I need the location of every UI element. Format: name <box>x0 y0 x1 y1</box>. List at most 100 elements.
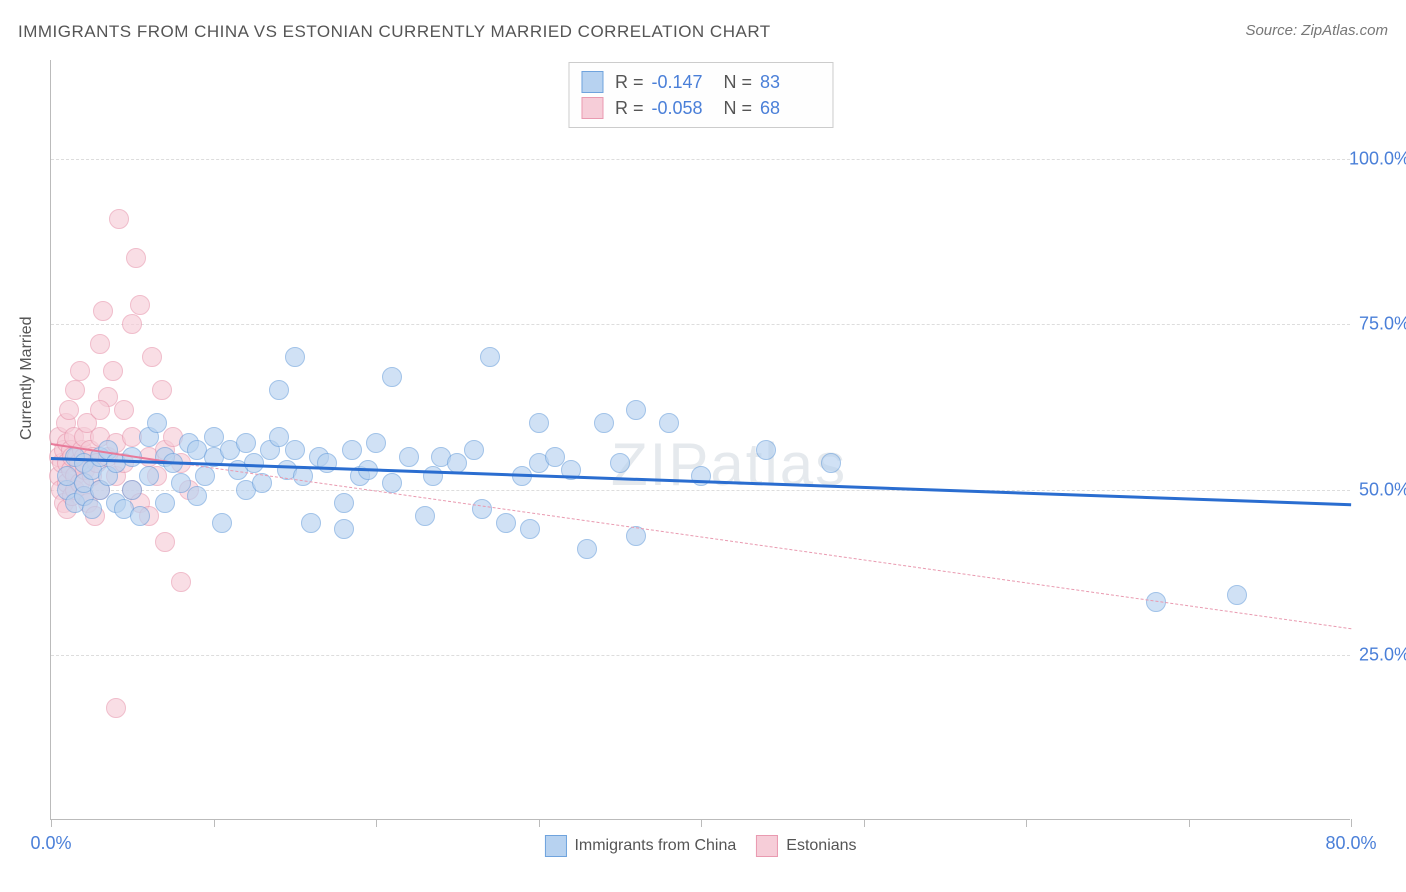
legend-item: Immigrants from China <box>544 835 736 857</box>
xtick <box>376 819 377 827</box>
xtick <box>1351 819 1352 827</box>
ytick-label: 25.0% <box>1359 644 1406 665</box>
xtick-label: 80.0% <box>1325 833 1376 854</box>
scatter-point-china <box>821 453 841 473</box>
scatter-point-estonians <box>65 380 85 400</box>
scatter-point-china <box>472 499 492 519</box>
gridline <box>51 324 1350 325</box>
xtick <box>864 819 865 827</box>
xtick <box>539 819 540 827</box>
scatter-point-estonians <box>152 380 172 400</box>
scatter-point-estonians <box>106 698 126 718</box>
scatter-point-china <box>342 440 362 460</box>
scatter-point-estonians <box>93 301 113 321</box>
chart-title: IMMIGRANTS FROM CHINA VS ESTONIAN CURREN… <box>18 22 771 42</box>
stat-r-label: R = <box>615 98 644 119</box>
scatter-point-china <box>212 513 232 533</box>
scatter-point-estonians <box>109 209 129 229</box>
scatter-point-china <box>122 480 142 500</box>
scatter-point-china <box>480 347 500 367</box>
ytick-label: 50.0% <box>1359 479 1406 500</box>
stats-row: R = -0.058 N = 68 <box>581 95 820 121</box>
stat-n-label: N = <box>724 72 753 93</box>
scatter-point-china <box>626 400 646 420</box>
scatter-point-china <box>496 513 516 533</box>
stat-r-label: R = <box>615 72 644 93</box>
xtick <box>51 819 52 827</box>
scatter-point-china <box>415 506 435 526</box>
scatter-point-china <box>285 440 305 460</box>
stat-n-value: 68 <box>760 98 820 119</box>
xtick-label: 0.0% <box>30 833 71 854</box>
scatter-point-estonians <box>90 400 110 420</box>
series-legend: Immigrants from China Estonians <box>544 835 856 857</box>
scatter-point-china <box>1227 585 1247 605</box>
stats-row: R = -0.147 N = 83 <box>581 69 820 95</box>
scatter-point-estonians <box>171 572 191 592</box>
scatter-point-china <box>301 513 321 533</box>
scatter-point-china <box>82 499 102 519</box>
scatter-point-china <box>155 493 175 513</box>
chart-container: IMMIGRANTS FROM CHINA VS ESTONIAN CURREN… <box>0 0 1406 892</box>
scatter-point-china <box>382 367 402 387</box>
scatter-point-china <box>334 519 354 539</box>
stats-swatch <box>581 97 603 119</box>
scatter-point-china <box>334 493 354 513</box>
scatter-point-china <box>577 539 597 559</box>
stat-n-label: N = <box>724 98 753 119</box>
scatter-point-china <box>659 413 679 433</box>
scatter-point-estonians <box>130 295 150 315</box>
scatter-point-estonians <box>90 334 110 354</box>
legend-item: Estonians <box>756 835 856 857</box>
scatter-point-china <box>269 380 289 400</box>
scatter-point-china <box>529 413 549 433</box>
scatter-point-china <box>366 433 386 453</box>
xtick <box>1026 819 1027 827</box>
ytick-label: 75.0% <box>1359 314 1406 335</box>
scatter-point-china <box>447 453 467 473</box>
legend-label: Estonians <box>786 837 856 855</box>
scatter-point-china <box>293 466 313 486</box>
gridline <box>51 159 1350 160</box>
source-label: Source: ZipAtlas.com <box>1245 22 1388 39</box>
legend-swatch <box>544 835 566 857</box>
stats-legend-box: R = -0.147 N = 83 R = -0.058 N = 68 <box>568 62 833 128</box>
scatter-point-china <box>594 413 614 433</box>
y-axis-label: Currently Married <box>18 316 36 440</box>
legend-swatch <box>756 835 778 857</box>
scatter-point-estonians <box>59 400 79 420</box>
scatter-point-estonians <box>122 314 142 334</box>
scatter-point-china <box>399 447 419 467</box>
scatter-point-china <box>520 519 540 539</box>
scatter-point-china <box>139 466 159 486</box>
scatter-point-estonians <box>155 532 175 552</box>
gridline <box>51 655 1350 656</box>
stats-swatch <box>581 71 603 93</box>
chart-plot-area: ZIPatlas R =-0.147N =83R =-0.058N =68 Im… <box>50 60 1350 820</box>
scatter-point-china <box>236 433 256 453</box>
scatter-point-estonians <box>103 361 123 381</box>
scatter-point-china <box>382 473 402 493</box>
scatter-point-china <box>130 506 150 526</box>
xtick <box>701 819 702 827</box>
scatter-point-china <box>195 466 215 486</box>
scatter-point-estonians <box>70 361 90 381</box>
scatter-point-estonians <box>142 347 162 367</box>
stat-n-value: 83 <box>760 72 820 93</box>
scatter-point-china <box>187 486 207 506</box>
scatter-point-china <box>464 440 484 460</box>
ytick-label: 100.0% <box>1349 149 1406 170</box>
stat-r-value: -0.147 <box>652 72 712 93</box>
scatter-point-china <box>285 347 305 367</box>
scatter-point-estonians <box>114 400 134 420</box>
scatter-point-china <box>147 413 167 433</box>
regression-line <box>181 463 1351 629</box>
scatter-point-estonians <box>126 248 146 268</box>
scatter-point-china <box>756 440 776 460</box>
xtick <box>214 819 215 827</box>
xtick <box>1189 819 1190 827</box>
stat-r-value: -0.058 <box>652 98 712 119</box>
scatter-point-china <box>317 453 337 473</box>
legend-label: Immigrants from China <box>574 837 736 855</box>
scatter-point-china <box>610 453 630 473</box>
